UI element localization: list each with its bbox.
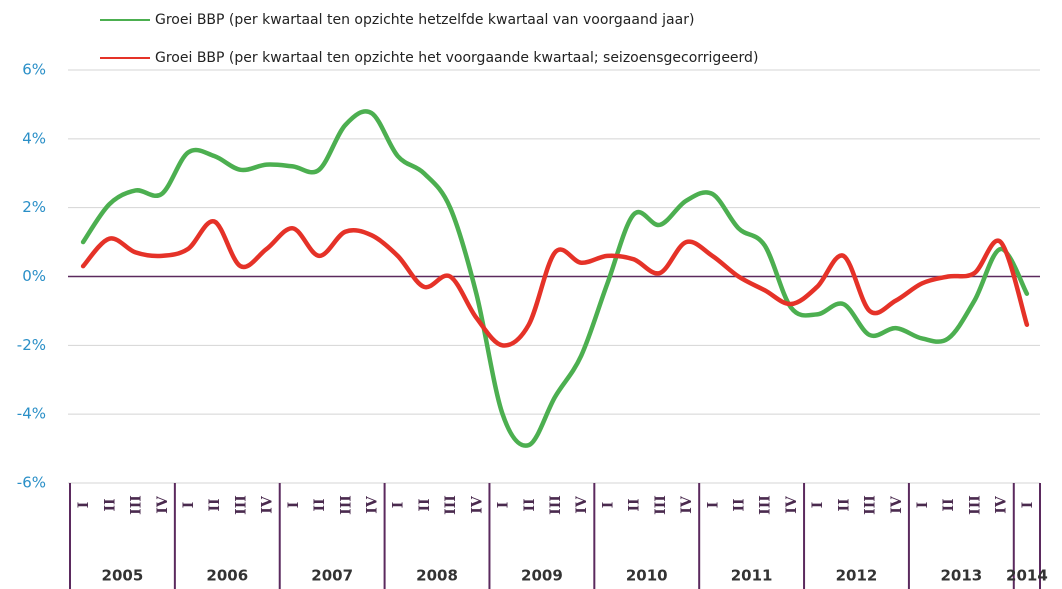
y-tick-label: -4% (17, 405, 46, 423)
x-tick-label: IV (994, 495, 1010, 514)
x-tick-label: II (207, 498, 223, 511)
x-tick-label: IV (679, 495, 695, 514)
y-tick-label: 4% (22, 129, 46, 147)
x-tick-label: II (732, 498, 748, 511)
x-tick-label: I (600, 502, 616, 509)
x-tick-label: I (496, 502, 512, 509)
x-tick-label: IV (889, 495, 905, 514)
y-tick-label: 2% (22, 198, 46, 216)
year-label: 2009 (521, 567, 563, 585)
year-label: 2014 (1006, 567, 1048, 585)
x-tick-label: II (941, 498, 957, 511)
legend-label: Groei BBP (per kwartaal ten opzichte het… (155, 50, 758, 66)
year-label: 2005 (102, 567, 144, 585)
x-tick-label: III (129, 495, 145, 515)
year-label: 2010 (626, 567, 668, 585)
x-tick-label: III (863, 495, 879, 515)
year-label: 2006 (206, 567, 248, 585)
y-tick-label: -2% (17, 336, 46, 354)
x-tick-label: I (391, 502, 407, 509)
year-label: 2013 (940, 567, 982, 585)
x-tick-label: III (338, 495, 354, 515)
year-label: 2007 (311, 567, 353, 585)
x-tick-label: III (233, 495, 249, 515)
x-tick-label: II (312, 498, 328, 511)
x-tick-label: III (653, 495, 669, 515)
x-tick-label: II (417, 498, 433, 511)
series-line (80, 219, 1030, 348)
year-label: 2011 (731, 567, 773, 585)
x-tick-label: I (705, 502, 721, 509)
year-label: 2008 (416, 567, 458, 585)
x-tick-label: IV (784, 495, 800, 514)
x-tick-label: III (967, 495, 983, 515)
series-line (80, 109, 1030, 448)
x-tick-label: I (915, 502, 931, 509)
x-tick-label: III (548, 495, 564, 515)
y-tick-label: -6% (17, 474, 46, 492)
x-tick-label: II (627, 498, 643, 511)
legend-label: Groei BBP (per kwartaal ten opzichte het… (155, 12, 694, 28)
x-tick-label: IV (469, 495, 485, 514)
x-tick-label: IV (364, 495, 380, 514)
x-tick-label: I (286, 502, 302, 509)
x-tick-label: I (1020, 502, 1036, 509)
x-tick-label: I (810, 502, 826, 509)
x-tick-label: IV (260, 495, 276, 514)
x-tick-label: IV (574, 495, 590, 514)
x-tick-label: II (836, 498, 852, 511)
x-tick-label: III (758, 495, 774, 515)
x-tick-label: III (443, 495, 459, 515)
x-tick-label: IV (155, 495, 171, 514)
year-label: 2012 (836, 567, 878, 585)
y-tick-label: 6% (22, 61, 46, 79)
x-tick-label: I (76, 502, 92, 509)
x-tick-label: II (522, 498, 538, 511)
y-tick-label: 0% (22, 267, 46, 285)
x-tick-label: I (181, 502, 197, 509)
x-tick-label: II (102, 498, 118, 511)
